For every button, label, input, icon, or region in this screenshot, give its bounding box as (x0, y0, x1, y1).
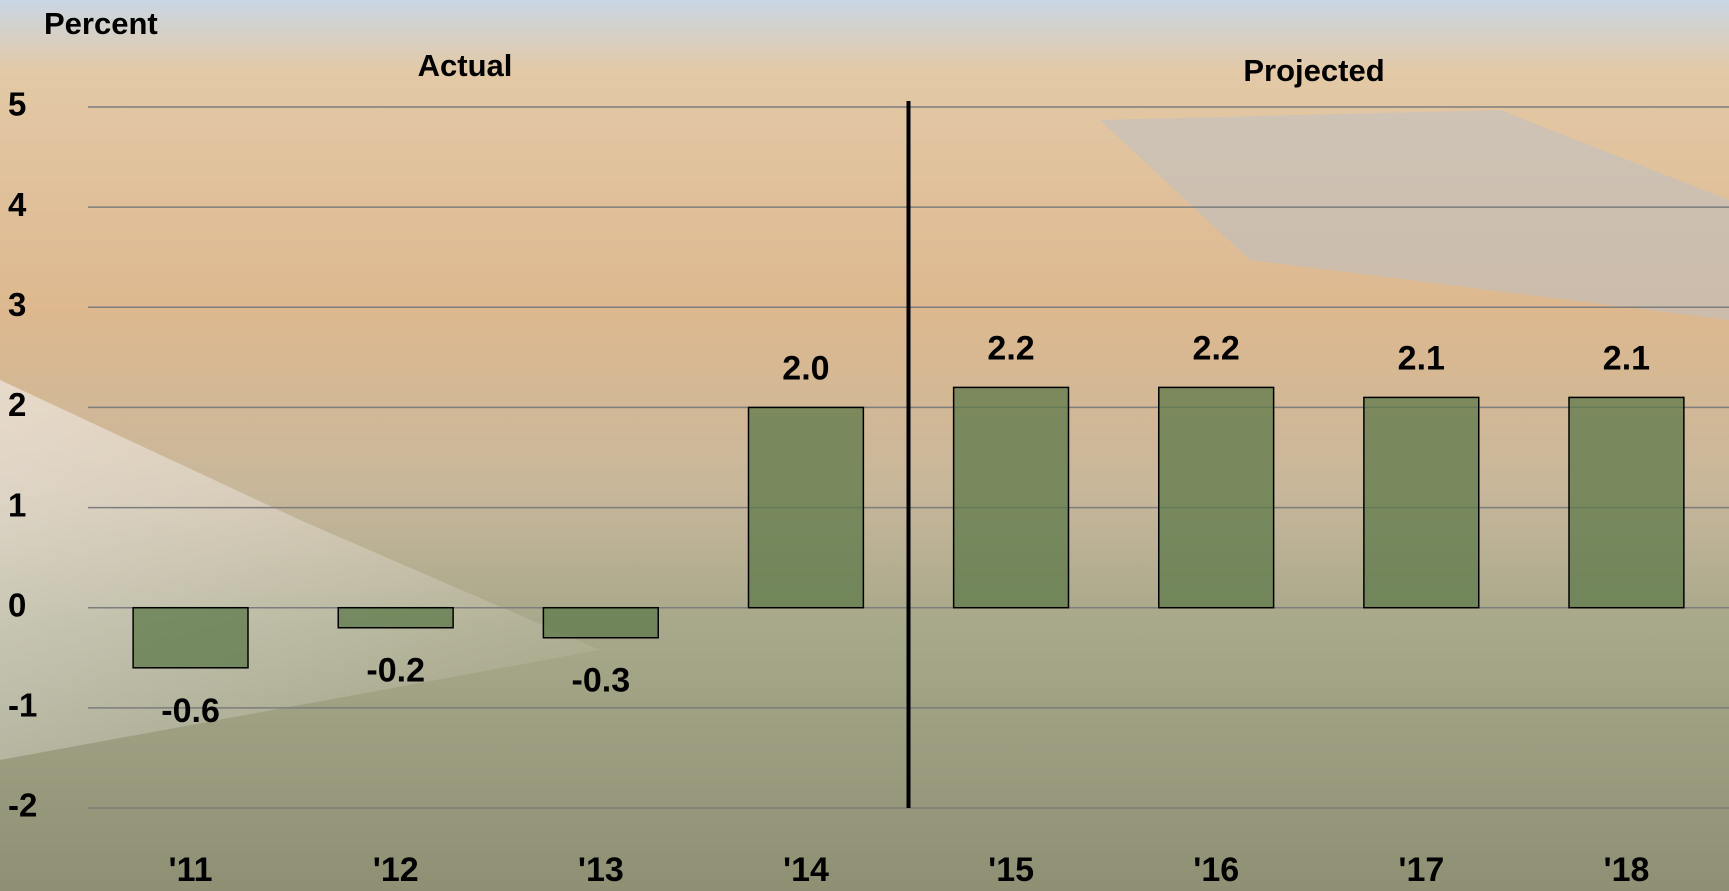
x-tick-label: '11 (169, 851, 213, 889)
bar (1568, 396, 1685, 609)
x-tick-label: '12 (373, 851, 419, 889)
bar (1158, 386, 1275, 609)
value-label: -0.6 (161, 692, 220, 730)
x-tick-label: '14 (783, 851, 829, 889)
annotation: Actual (418, 48, 513, 83)
bar (747, 406, 865, 609)
y-axis-title: Percent (44, 6, 158, 41)
bar (542, 606, 659, 639)
value-label: 2.0 (782, 349, 829, 387)
value-label: 2.1 (1398, 339, 1445, 377)
x-tick-label: '13 (578, 851, 624, 889)
y-tick-label: -2 (8, 787, 37, 824)
value-label: 2.2 (1193, 329, 1240, 367)
y-tick-label: 2 (8, 386, 26, 423)
bar (952, 386, 1070, 609)
value-label: 2.2 (987, 329, 1034, 367)
bar (132, 606, 249, 669)
y-tick-label: 5 (8, 86, 26, 123)
background-shadow (1100, 110, 1729, 320)
y-tick-label: 1 (8, 486, 26, 523)
y-tick-label: 4 (8, 186, 27, 223)
x-tick-label: '15 (988, 851, 1034, 889)
bar (1363, 396, 1480, 609)
value-label: 2.1 (1603, 339, 1650, 377)
y-tick-label: 0 (8, 586, 26, 623)
x-tick-label: '16 (1193, 851, 1239, 889)
y-tick-label: -1 (8, 687, 37, 724)
annotation: Projected (1243, 53, 1384, 88)
x-tick-label: '17 (1398, 851, 1444, 889)
x-tick-label: '18 (1603, 851, 1649, 889)
value-label: -0.2 (366, 652, 425, 690)
y-tick-label: 3 (8, 286, 26, 323)
value-label: -0.3 (572, 662, 631, 700)
bar (337, 606, 454, 629)
